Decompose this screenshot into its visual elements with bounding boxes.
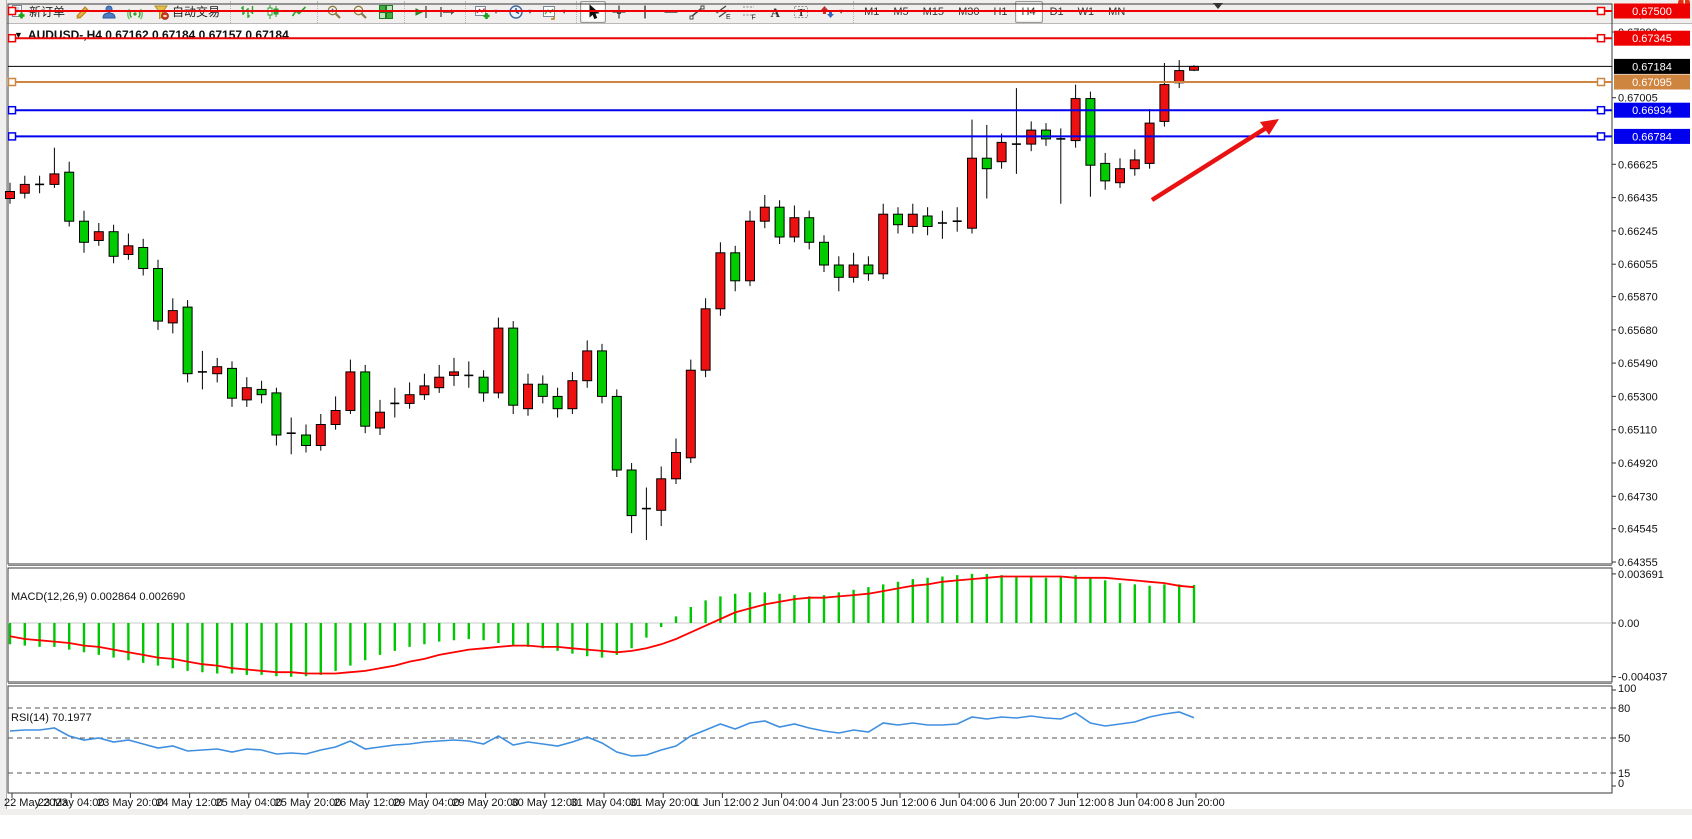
timeframe-m30-button[interactable]: M30 xyxy=(958,5,980,18)
community-icon xyxy=(102,5,116,18)
fibonacci-icon: F xyxy=(743,6,756,20)
svg-text:A: A xyxy=(771,5,781,20)
toolbar-group-shift xyxy=(404,0,463,23)
periods-button[interactable]: ▾ xyxy=(503,1,537,23)
toolbar-group-zoom xyxy=(317,0,402,23)
community-button[interactable] xyxy=(96,1,122,23)
chart-title: ▼ AUDUSD-,H4 0.67162 0.67184 0.67157 0.6… xyxy=(14,28,289,42)
auto-trading-icon xyxy=(154,5,169,20)
toolbar-right: 1 xyxy=(1622,0,1692,23)
crosshair-icon xyxy=(612,5,626,18)
timeframe-w1-button[interactable]: W1 xyxy=(1077,5,1095,18)
chart-shift-icon xyxy=(440,6,455,17)
toolbar-group-drawing: E F A T ▾ xyxy=(576,0,851,23)
vertical-line-button[interactable] xyxy=(632,1,658,23)
vertical-line-icon xyxy=(644,5,646,18)
clock-icon xyxy=(509,4,523,19)
candlestick-icon xyxy=(267,4,279,19)
horizontal-line-icon xyxy=(664,10,678,13)
timeframe-d1-button[interactable]: D1 xyxy=(1049,5,1064,18)
bar-chart-button[interactable] xyxy=(234,1,260,23)
templates-button[interactable]: ▾ xyxy=(537,1,571,23)
chart-window: ▼ AUDUSD-,H4 0.67162 0.67184 0.67157 0.6… xyxy=(0,24,1692,839)
text-icon: A xyxy=(771,5,781,20)
auto-trading-button[interactable]: 自动交易 xyxy=(148,1,225,23)
search-icon xyxy=(1628,4,1643,19)
text-button[interactable]: A xyxy=(762,1,788,23)
notification-badge: 1 xyxy=(1678,0,1690,9)
cursor-icon xyxy=(589,3,600,19)
svg-text:E: E xyxy=(726,14,731,20)
chevron-down-icon[interactable]: ▾ xyxy=(494,7,499,16)
crosshair-button[interactable] xyxy=(606,1,632,23)
crayon-icon xyxy=(76,5,89,19)
arrows-icon xyxy=(821,5,835,18)
chevron-down-icon[interactable]: ▾ xyxy=(839,7,844,16)
tile-windows-icon xyxy=(379,4,394,19)
timeframe-m15-button[interactable]: M15 xyxy=(922,5,945,18)
zoom-out-button[interactable] xyxy=(347,1,373,23)
ohlc-bars-icon xyxy=(241,5,254,18)
macd-indicator-label: MACD(12,26,9) 0.002864 0.002690 xyxy=(11,591,186,603)
toolbar-group-objects-quick: ▾ ▾ ▾ xyxy=(465,0,574,23)
new-order-button-label: 新订单 xyxy=(29,5,66,19)
chevron-down-icon[interactable]: ▾ xyxy=(528,7,533,16)
trendline-button[interactable] xyxy=(684,1,710,23)
signals-button[interactable] xyxy=(122,1,148,23)
channel-icon: E xyxy=(716,4,731,20)
svg-text:T: T xyxy=(798,7,806,19)
fibonacci-button[interactable]: F xyxy=(736,1,762,23)
zoom-in-icon xyxy=(327,5,341,19)
rsi-indicator-label: RSI(14) 70.1977 xyxy=(11,712,92,724)
chart-title-text: AUDUSD-,H4 0.67162 0.67184 0.67157 0.671… xyxy=(27,28,289,42)
search-button[interactable] xyxy=(1622,1,1648,23)
horizontal-line-button[interactable] xyxy=(658,1,684,23)
text-label-button[interactable]: T xyxy=(788,1,814,23)
auto-scroll-button[interactable] xyxy=(408,1,434,23)
trendline-icon xyxy=(689,5,705,19)
line-chart-icon xyxy=(291,5,307,16)
cursor-button[interactable] xyxy=(580,0,607,23)
indicators-icon xyxy=(475,5,490,19)
chevron-down-icon[interactable]: ▾ xyxy=(562,7,567,16)
styler-button[interactable] xyxy=(70,1,96,23)
toolbar-group-chart-type xyxy=(230,0,315,23)
chart-shift-end-icon xyxy=(415,5,427,18)
chat-button[interactable]: 1 xyxy=(1658,0,1690,23)
timeframe-m1-button[interactable]: M1 xyxy=(864,5,880,18)
timeframe-m5-button[interactable]: M5 xyxy=(893,5,909,18)
timeframe-h4-button[interactable]: H4 xyxy=(1014,0,1043,23)
chat-icon xyxy=(1663,5,1678,20)
toolbar-group-timeframes: M1 M5 M15 M30 H1 H4 D1 W1 MN xyxy=(853,0,1135,23)
tile-windows-button[interactable] xyxy=(373,1,399,23)
candlestick-chart-button[interactable] xyxy=(260,1,286,23)
template-icon xyxy=(543,5,556,20)
timeframe-mn-button[interactable]: MN xyxy=(1108,5,1126,18)
chart-shift-button[interactable] xyxy=(434,1,460,23)
indicators-button[interactable]: ▾ xyxy=(469,1,503,23)
timeframe-h1-button[interactable]: H1 xyxy=(993,5,1008,18)
text-label-icon: T xyxy=(794,5,809,19)
equidistant-channel-button[interactable]: E xyxy=(710,1,736,23)
new-order-button[interactable]: 新订单 xyxy=(5,1,70,23)
auto-trading-button-label: 自动交易 xyxy=(172,5,221,19)
toolbar: 新订单 自动交易 ▾ ▾ ▾ E F A T ▾ M1 M5 M15 M30 H1 H4 D1 W1 MN 1 xyxy=(0,0,1692,24)
new-order-icon xyxy=(12,4,25,18)
line-chart-button[interactable] xyxy=(286,1,312,23)
ohlc-expand-icon[interactable]: ▼ xyxy=(14,30,23,40)
signal-icon xyxy=(127,8,143,19)
zoom-out-icon xyxy=(353,5,367,19)
zoom-in-button[interactable] xyxy=(321,1,347,23)
svg-text:F: F xyxy=(752,14,756,20)
toolbar-group-trade: 新订单 自动交易 xyxy=(2,1,228,23)
arrows-button[interactable]: ▾ xyxy=(814,1,848,23)
